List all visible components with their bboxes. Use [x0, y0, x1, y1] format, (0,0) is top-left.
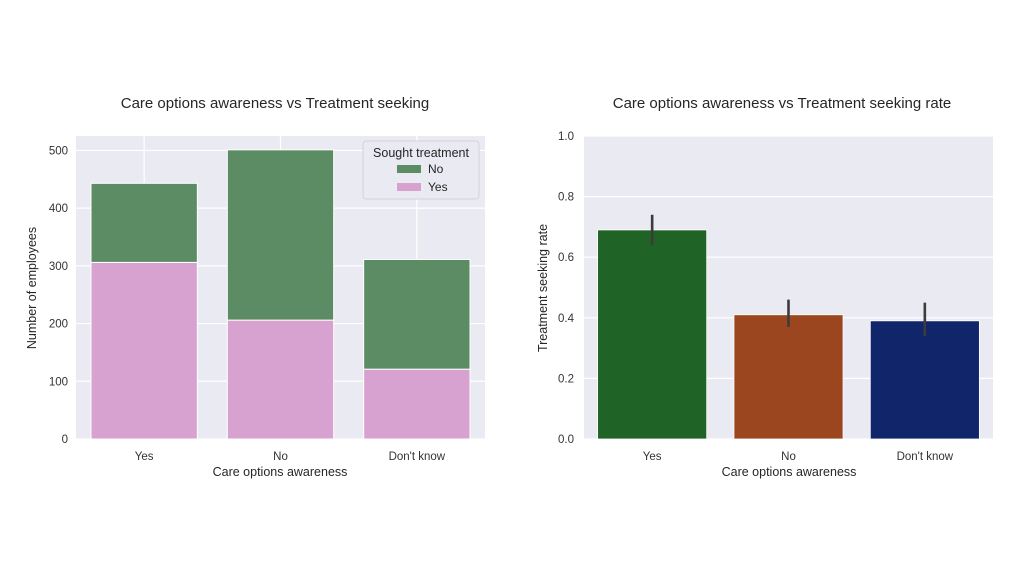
right-x-tick-label: Yes — [643, 451, 662, 463]
left-chart-title: Care options awareness vs Treatment seek… — [121, 95, 430, 112]
bar-no-dontknow — [363, 259, 471, 370]
right-y-tick-label: 0.6 — [558, 252, 574, 264]
legend-label-yes: Yes — [428, 180, 448, 194]
legend-swatch-yes — [397, 183, 421, 191]
stacked-bar-chart: Care options awareness vs Treatment seek… — [25, 95, 485, 479]
right-y-tick-label: 0.2 — [558, 373, 574, 385]
right-y-tick-label: 0.8 — [558, 192, 574, 204]
right-chart-title: Care options awareness vs Treatment seek… — [613, 95, 952, 112]
bar-no-no — [226, 149, 335, 321]
left-y-tick-label: 100 — [49, 376, 68, 388]
right-y-tick-label: 0.4 — [558, 313, 575, 325]
left-x-tick-label: No — [273, 451, 288, 463]
bar-yes-no — [226, 319, 335, 440]
rate-bar-dontknow — [869, 320, 980, 440]
right-x-axis-label: Care options awareness — [722, 465, 857, 479]
right-y-axis-label: Treatment seeking rate — [536, 224, 550, 352]
right-y-tick-label: 0.0 — [558, 434, 574, 446]
left-y-tick-label: 400 — [49, 203, 68, 215]
left-y-tick-label: 200 — [49, 319, 68, 331]
legend: Sought treatment No Yes — [362, 140, 480, 200]
left-x-axis-label: Care options awareness — [213, 465, 348, 479]
rate-bar-no — [733, 314, 844, 440]
left-y-tick-label: 300 — [49, 261, 68, 273]
left-y-tick-label: 0 — [62, 434, 68, 446]
legend-swatch-no — [397, 165, 421, 173]
right-x-tick-label: Don't know — [897, 451, 954, 463]
rate-bar-chart: Care options awareness vs Treatment seek… — [536, 95, 993, 479]
rate-bar-yes — [597, 229, 708, 440]
legend-title: Sought treatment — [373, 146, 469, 160]
bar-yes-yes — [90, 261, 198, 440]
left-y-tick-label: 500 — [49, 145, 68, 157]
legend-label-no: No — [428, 162, 444, 176]
right-x-tick-label: No — [781, 451, 796, 463]
left-x-tick-label: Yes — [135, 451, 154, 463]
left-y-axis-label: Number of employees — [25, 227, 39, 349]
right-y-tick-label: 1.0 — [558, 131, 574, 143]
bar-yes-dontknow — [363, 368, 471, 440]
bar-no-yes — [90, 182, 198, 263]
left-x-tick-label: Don't know — [389, 451, 446, 463]
